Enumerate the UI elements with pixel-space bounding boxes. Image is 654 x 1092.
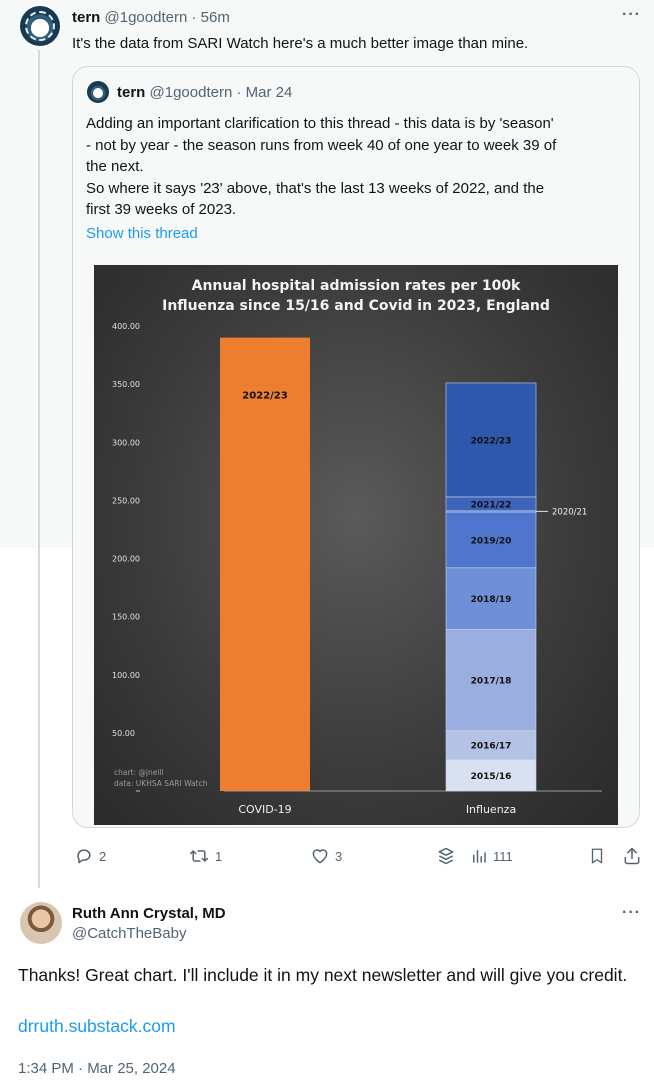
author-name[interactable]: tern: [72, 9, 101, 26]
show-thread-link[interactable]: Show this thread: [86, 225, 198, 242]
avatar[interactable]: [20, 902, 62, 944]
newsletter-link[interactable]: drruth.substack.com: [18, 1016, 176, 1036]
chart-credit: chart: @jneill: [114, 768, 164, 777]
quoted-line: the next.: [86, 158, 144, 175]
segment-label: 2017/18: [471, 676, 512, 686]
bar-chart: Annual hospital admission rates per 100k…: [112, 278, 602, 816]
quoted-tweet[interactable]: tern @1goodtern · Mar 24 Adding an impor…: [72, 66, 640, 828]
quoted-author-name: tern: [117, 84, 146, 101]
share-icon: [624, 847, 640, 865]
repost-count: 1: [215, 848, 223, 864]
avatar: [87, 81, 109, 103]
author-handle[interactable]: @1goodtern: [104, 9, 188, 26]
chart-subtitle: Influenza since 15/16 and Covid in 2023,…: [162, 298, 550, 314]
tweet-timestamp[interactable]: 1:34 PM · Mar 25, 2024: [18, 1060, 176, 1077]
quoted-line: first 39 weeks of 2023.: [86, 201, 237, 218]
action-bar: 2 1 3 111: [0, 846, 654, 872]
tweet-text: It's the data from SARI Watch here's a m…: [72, 35, 529, 52]
chart-image[interactable]: Annual hospital admission rates per 100k…: [94, 265, 618, 825]
more-options-icon[interactable]: ···: [622, 6, 641, 23]
segment-label: 2016/17: [471, 742, 512, 752]
views-button[interactable]: 111: [470, 846, 513, 866]
quoted-line: Adding an important clarification to thi…: [86, 115, 554, 132]
segment-label: 2015/16: [471, 772, 512, 782]
y-tick-label: 400.00: [112, 322, 140, 331]
segment-label: 2022/23: [471, 436, 512, 446]
repost-icon: [189, 850, 209, 862]
segment-label: 2018/19: [471, 595, 512, 605]
bar-covid: [220, 337, 310, 791]
heart-icon: [312, 849, 328, 864]
share-button[interactable]: [622, 846, 642, 866]
quoted-line: - not by year - the season runs from wee…: [86, 136, 557, 154]
bookmark-icon: [591, 848, 603, 864]
y-tick-label: 100.00: [112, 671, 140, 680]
y-tick-label: 250.00: [112, 496, 140, 505]
analytics-icon: [473, 850, 486, 863]
annotation-label: 2020/21: [552, 507, 587, 517]
reply-button[interactable]: 2: [74, 846, 106, 866]
y-tick-label: 50.00: [112, 729, 135, 738]
thread-connector-line: [38, 50, 40, 888]
bar-segment-influenza: [445, 382, 537, 498]
segment-label: 2021/22: [471, 500, 512, 510]
repost-button[interactable]: 1: [188, 846, 222, 866]
layers-icon: [438, 847, 454, 865]
chart-title: Annual hospital admission rates per 100k: [192, 278, 521, 294]
tweet-text: Thanks! Great chart. I'll include it in …: [18, 965, 628, 985]
y-tick-label: 200.00: [112, 555, 140, 564]
x-category-label: COVID-19: [238, 803, 291, 816]
quoted-date: · Mar 24: [236, 84, 293, 101]
tweet-header: Ruth Ann Crystal, MD @CatchTheBaby: [72, 904, 226, 944]
like-count: 3: [335, 848, 343, 864]
avatar[interactable]: [20, 6, 60, 46]
y-tick-label: 350.00: [112, 380, 140, 389]
quoted-author-handle: @1goodtern: [149, 84, 233, 101]
chart-credit: data: UKHSA SARI Watch: [114, 779, 208, 788]
bar-label: 2022/23: [242, 391, 287, 402]
reply-count: 2: [99, 848, 107, 864]
author-handle[interactable]: @CatchTheBaby: [72, 925, 187, 942]
quoted-header: tern @1goodtern · Mar 24: [117, 83, 292, 103]
bookmark-button[interactable]: [588, 846, 606, 866]
grok-button[interactable]: [436, 846, 456, 866]
author-name[interactable]: Ruth Ann Crystal, MD: [72, 905, 226, 922]
quoted-text: Adding an important clarification to thi…: [86, 113, 626, 221]
like-button[interactable]: 3: [310, 846, 342, 866]
y-tick-label: 300.00: [112, 438, 140, 447]
bar-segment-influenza: [445, 759, 537, 792]
view-count: 111: [493, 848, 513, 864]
x-category-label: Influenza: [466, 803, 516, 816]
y-tick-label: 150.00: [112, 613, 140, 622]
more-options-icon[interactable]: ···: [622, 904, 641, 921]
segment-label: 2019/20: [471, 536, 512, 546]
tweet-header: tern @1goodtern · 56m: [72, 8, 230, 28]
quoted-line: So where it says '23' above, that's the …: [86, 179, 545, 197]
tweet-time[interactable]: · 56m: [191, 9, 230, 26]
reply-icon: [77, 849, 91, 864]
bar-segment-influenza: [445, 730, 537, 760]
